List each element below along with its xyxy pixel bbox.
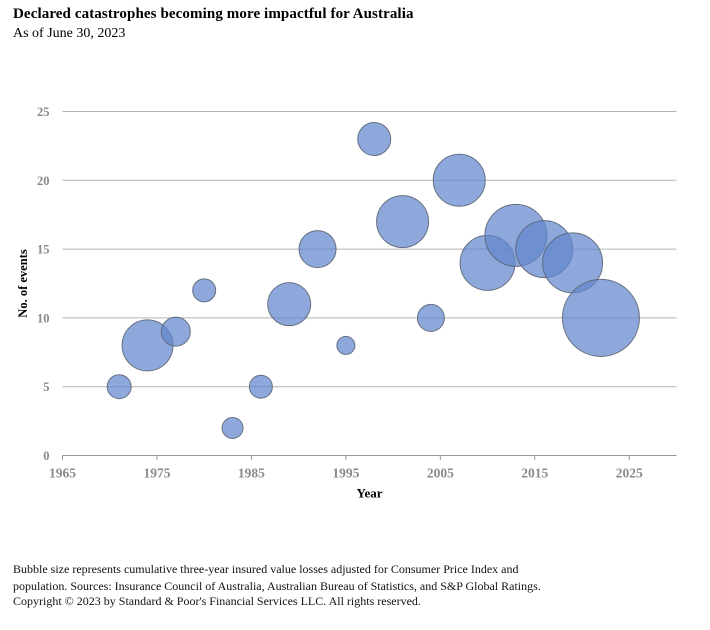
bubble-2007 (432, 153, 486, 207)
y-tick-label-0: 0 (43, 449, 49, 463)
footnote-line-2: population. Sources: Insurance Council o… (13, 579, 541, 593)
bubble-2004 (416, 303, 445, 332)
bubble-1998 (357, 122, 392, 157)
bubble-1995 (336, 335, 356, 355)
x-tick-label-1965: 1965 (49, 466, 76, 481)
bubble-1992 (298, 230, 337, 269)
y-tick-label-20: 20 (37, 174, 50, 188)
bubble-1971 (106, 374, 132, 400)
x-tick-label-2025: 2025 (616, 466, 643, 481)
bubble-1983 (221, 416, 244, 439)
footnote: Bubble size represents cumulative three-… (13, 561, 673, 595)
bubble-2022 (561, 278, 640, 357)
y-tick-label-15: 15 (37, 243, 50, 257)
x-tick-label-1975: 1975 (143, 466, 170, 481)
bubble-2001 (376, 195, 430, 249)
x-tick-label-1985: 1985 (238, 466, 265, 481)
bubble-1986 (248, 374, 273, 399)
y-tick-label-5: 5 (43, 380, 49, 394)
bubble-1977 (160, 316, 191, 347)
copyright-notice: Copyright © 2023 by Standard & Poor's Fi… (13, 594, 421, 608)
y-tick-label-25: 25 (37, 105, 50, 119)
y-axis-title: No. of events (16, 249, 30, 318)
bubble-1980 (192, 278, 217, 303)
chart-title: Declared catastrophes becoming more impa… (13, 6, 414, 22)
x-tick-label-2015: 2015 (521, 466, 548, 481)
footnote-line-1: Bubble size represents cumulative three-… (13, 562, 519, 576)
x-tick-label-1995: 1995 (332, 466, 359, 481)
bubble-chart: 1965 1975 1985 1995 2005 2015 20250510152025Ye… (16, 105, 677, 501)
x-axis-title: Year (357, 486, 383, 501)
x-tick-label-2005: 2005 (427, 466, 454, 481)
bubble-1989 (267, 282, 312, 327)
y-tick-label-10: 10 (37, 311, 50, 325)
chart-subtitle: As of June 30, 2023 (13, 26, 126, 41)
